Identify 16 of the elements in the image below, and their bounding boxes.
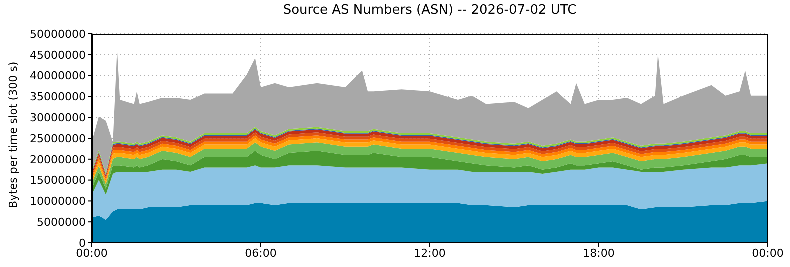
y-axis-title: Bytes per time slot (300 s) [6, 62, 20, 208]
y-tick-label: 5000000 [37, 216, 86, 230]
x-tick-label: 00:00 [752, 246, 784, 260]
x-tick-label: 12:00 [414, 246, 446, 260]
chart-title: Source AS Numbers (ASN) -- 2026-07-02 UTC [282, 3, 578, 18]
y-tick-label: 45000000 [30, 48, 86, 62]
x-tick-label: 06:00 [245, 246, 277, 260]
y-tick-label: 50000000 [30, 28, 86, 41]
y-tick-label: 10000000 [30, 195, 86, 208]
y-tick-label: 25000000 [30, 132, 86, 146]
y-tick-label: 40000000 [30, 70, 86, 83]
y-tick-label: 30000000 [30, 112, 86, 125]
x-tick-label: 18:00 [583, 246, 615, 260]
y-tick-label: 35000000 [30, 90, 86, 104]
y-tick-label: 15000000 [30, 174, 86, 188]
y-tick-label: 20000000 [30, 153, 86, 166]
